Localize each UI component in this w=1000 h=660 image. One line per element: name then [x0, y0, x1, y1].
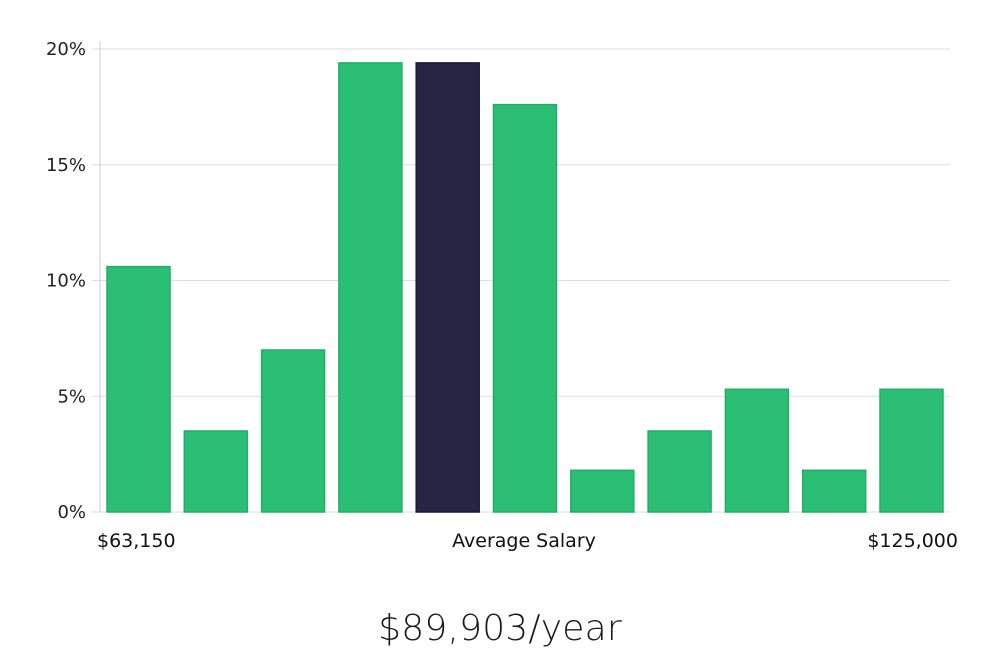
y-tick-label: 5%	[57, 386, 86, 407]
average-salary-value: $89,903/year	[378, 608, 622, 649]
bar-average-salary	[415, 62, 480, 513]
bar	[183, 430, 249, 513]
salary-distribution-chart: 0% 5% 10% 15% 20% $63,150 Average Salary $12…	[46, 39, 958, 552]
x-label-min: $63,150	[97, 530, 176, 552]
y-tick-labels: 0% 5% 10% 15% 20%	[46, 39, 86, 523]
bar	[724, 388, 790, 513]
bar	[492, 103, 558, 513]
x-label-center: Average Salary	[452, 530, 596, 552]
y-tick-label: 15%	[46, 155, 86, 176]
bar	[879, 388, 944, 513]
bar	[570, 469, 635, 513]
y-tick-label: 10%	[46, 271, 86, 292]
x-label-max: $125,000	[867, 530, 958, 552]
bars	[106, 62, 944, 513]
y-tick-label: 0%	[57, 502, 86, 523]
bar	[647, 430, 712, 513]
bar	[106, 265, 171, 513]
bar	[338, 62, 403, 513]
bar	[801, 469, 867, 513]
x-labels: $63,150 Average Salary $125,000	[97, 530, 958, 552]
bar	[260, 349, 326, 513]
y-tick-label: 20%	[46, 39, 86, 60]
